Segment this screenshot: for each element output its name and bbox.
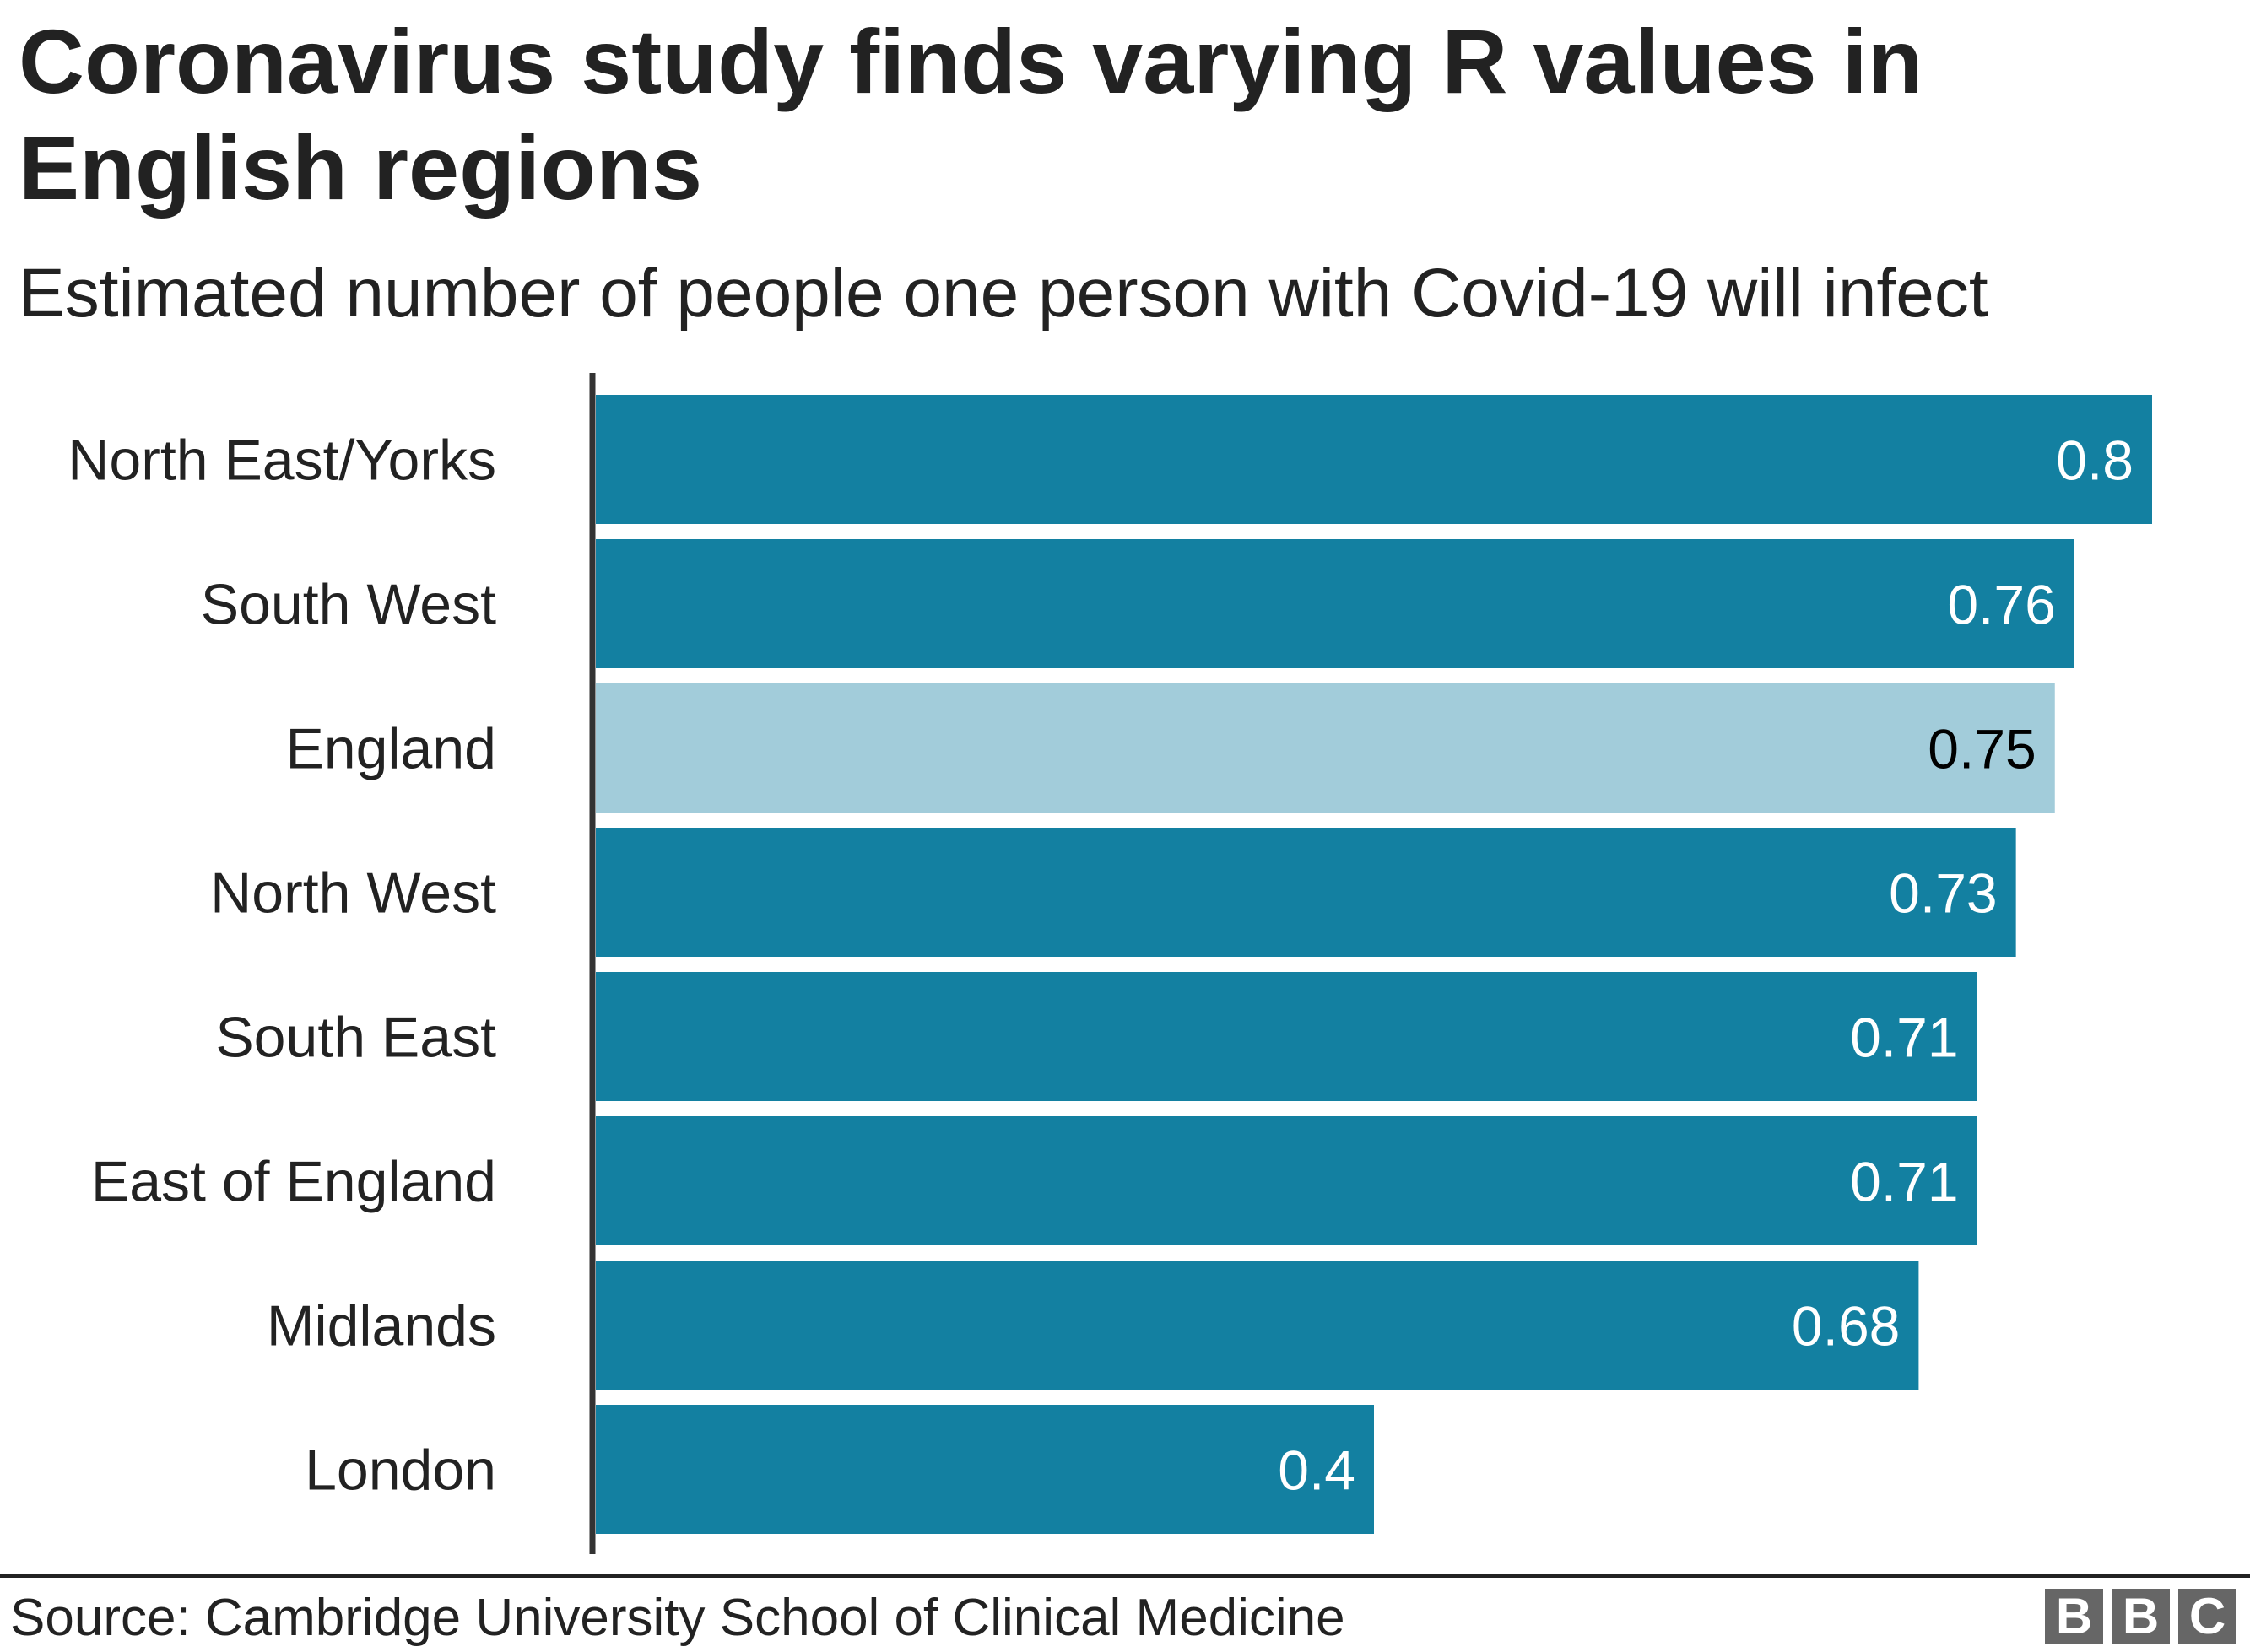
- category-label: South West: [201, 573, 496, 637]
- category-label: Midlands: [267, 1294, 496, 1358]
- category-label: South East: [215, 1006, 496, 1070]
- value-label: 0.8: [2056, 429, 2134, 492]
- source-note: Source: Cambridge University School of C…: [10, 1589, 1345, 1647]
- bar: [596, 683, 2055, 813]
- bar: [596, 1405, 1374, 1534]
- category-label: North West: [210, 861, 496, 926]
- value-label: 0.75: [1928, 718, 2036, 780]
- chart-subtitle: Estimated number of people one person wi…: [19, 255, 1988, 332]
- bar: [596, 539, 2074, 668]
- chart-title: Coronavirus study finds varying R values…: [19, 10, 1923, 219]
- value-label: 0.71: [1850, 1007, 1958, 1069]
- bar: [596, 395, 2152, 524]
- bar: [596, 1116, 1977, 1245]
- value-label: 0.68: [1792, 1295, 1900, 1358]
- value-label: 0.4: [1278, 1439, 1355, 1502]
- category-label: East of England: [91, 1150, 496, 1214]
- value-label: 0.73: [1889, 862, 1997, 925]
- bar: [596, 972, 1977, 1101]
- value-label: 0.71: [1850, 1151, 1958, 1213]
- category-label: London: [305, 1439, 496, 1503]
- bar-chart: North East/Yorks 0.8 South West 0.76 England…: [68, 373, 2152, 1554]
- category-label: England: [285, 717, 496, 781]
- value-label: 0.76: [1947, 574, 2055, 636]
- bar: [596, 1261, 1919, 1390]
- footer-divider: [0, 1574, 2250, 1578]
- bar: [596, 828, 2016, 957]
- category-label: North East/Yorks: [68, 429, 496, 493]
